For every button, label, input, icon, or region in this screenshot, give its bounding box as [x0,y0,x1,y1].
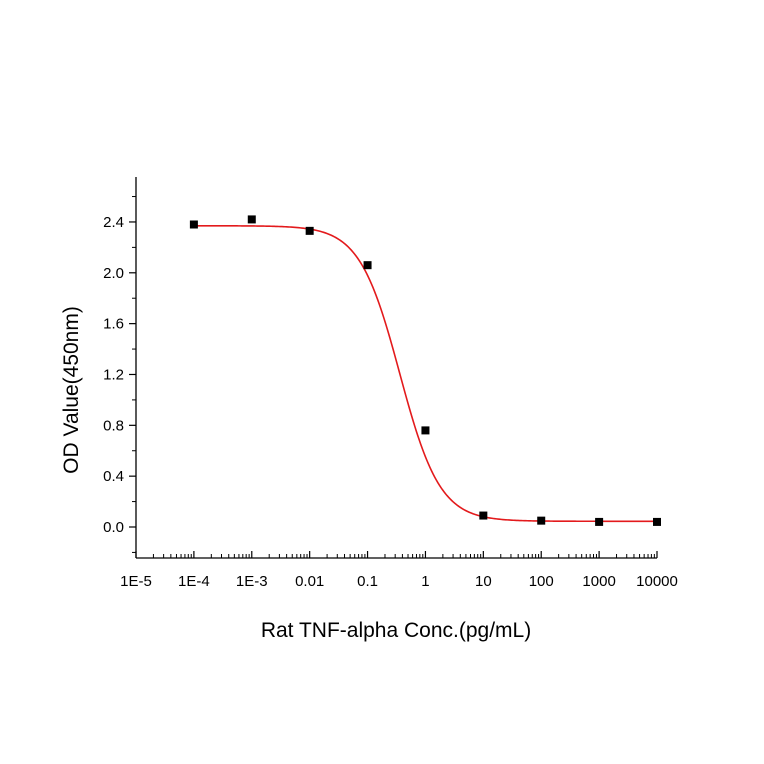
x-tick-label: 1 [421,573,429,590]
x-tick-label: 10000 [636,573,678,590]
y-tick-label: 0.4 [103,468,124,485]
data-point-square [363,261,372,270]
y-tick-label: 0.0 [103,519,124,536]
x-tick-label: 100 [529,573,554,590]
data-point-square [189,220,198,229]
y-axis-title: OD Value(450nm) [60,306,83,474]
data-point-square [305,226,314,235]
y-tick-label: 2.0 [103,265,124,282]
y-tick-label: 2.4 [103,214,124,231]
data-point-square [595,517,604,526]
x-tick-label: 1E-3 [236,573,268,590]
y-tick-label: 1.2 [103,366,124,383]
x-axis-title: Rat TNF-alpha Conc.(pg/mL) [261,619,531,642]
data-point-square [479,511,488,520]
x-tick-label: 0.01 [295,573,324,590]
x-tick-label: 1E-5 [120,573,152,590]
data-point-square [537,516,546,525]
x-tick-label: 0.1 [357,573,378,590]
y-tick-label: 1.6 [103,316,124,333]
x-tick-label: 10 [475,573,492,590]
x-tick-label: 1E-4 [178,573,210,590]
x-axis-ticks: 1E-5 1E-4 1E-3 0.01 0.1 1 10 100 1000 10000 [120,551,678,590]
data-point-square [247,215,256,224]
data-point-square [653,517,661,526]
y-axis-ticks: 0.0 0.4 0.8 1.2 1.6 2.0 2.4 [103,196,136,553]
data-points [189,215,661,526]
x-tick-label: 1000 [582,573,615,590]
data-point-square [421,426,430,435]
axes [135,177,657,559]
y-tick-label: 0.8 [103,417,124,434]
fit-curve [193,224,657,523]
